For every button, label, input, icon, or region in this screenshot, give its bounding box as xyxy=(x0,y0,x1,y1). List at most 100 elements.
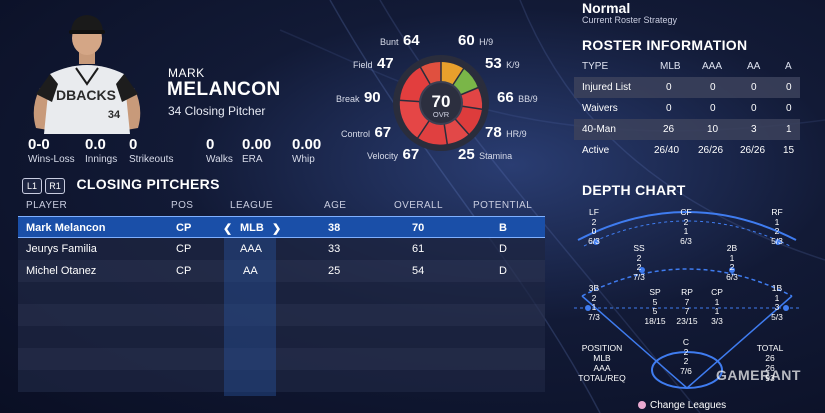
attr-label: HR/9 xyxy=(506,129,527,139)
depth-rp[interactable]: RP 7 7 23/15 xyxy=(672,287,702,326)
jersey-text: DBACKS xyxy=(56,87,116,103)
field-diagram xyxy=(574,211,800,389)
attr-value: 67 xyxy=(374,124,392,141)
table-row[interactable]: Michel Otanez CP AA 25 54 D xyxy=(18,260,545,282)
cell-age: 38 xyxy=(328,222,341,234)
depth-rf[interactable]: RF 1 2 5/3 xyxy=(762,207,792,246)
col-header-league: LEAGUE xyxy=(230,200,273,211)
controller-button-icon xyxy=(638,401,646,409)
depth-3b[interactable]: 3B 2 1 7/3 xyxy=(579,283,609,322)
stat-label: Innings xyxy=(85,154,118,165)
pos-total: 18/15 xyxy=(644,315,666,326)
pos-total: 7/6 xyxy=(680,365,692,376)
cell-aaa: 10 xyxy=(707,124,719,135)
roster-strategy-value: Normal xyxy=(582,0,631,16)
pos-aaa: 2 xyxy=(636,262,642,272)
table-row xyxy=(18,260,545,282)
cell-overall: 61 xyxy=(412,243,425,255)
legend-total-aaa: 26 xyxy=(765,363,775,373)
pos-aaa: 3 xyxy=(774,302,780,312)
cell-aaa: 26/26 xyxy=(698,145,724,156)
stat-walks: 0 Walks xyxy=(206,136,233,165)
pos-total: 6/3 xyxy=(588,235,600,246)
ratings-wheel: 70 OVR xyxy=(393,55,489,151)
attr-break: Break 90 xyxy=(336,89,381,107)
cell-a: 15 xyxy=(783,145,795,156)
stat-label: ERA xyxy=(242,154,263,165)
cell-mlb: 26/40 xyxy=(654,145,680,156)
cell-a: 0 xyxy=(786,103,792,114)
depth-lf[interactable]: LF 2 0 6/3 xyxy=(579,207,609,246)
stat-value: 0-0 xyxy=(28,136,50,153)
pos-total: 7/3 xyxy=(588,311,600,322)
depth-c[interactable]: C 2 2 7/6 xyxy=(671,337,701,376)
ovr-value: 70 xyxy=(432,92,451,111)
cell-pos: CP xyxy=(176,243,192,255)
stat-innings: 0.0 Innings xyxy=(85,136,117,165)
pos-label: CF xyxy=(680,207,692,217)
depth-legend-labels: POSITION MLB AAA TOTAL/REQ xyxy=(574,343,630,383)
attr-stamina: 25 Stamina xyxy=(458,146,512,164)
depth-ss[interactable]: SS 2 2 7/3 xyxy=(624,243,654,282)
pos-label: CP xyxy=(711,287,723,297)
depth-chart-field: LF 2 0 6/3 CF 2 1 6/3 RF 1 2 5/3 SS 2 2 … xyxy=(574,202,800,392)
pos-label: 1B xyxy=(771,283,783,293)
col-header-age: AGE xyxy=(324,200,347,211)
depth-cp[interactable]: CP 1 1 3/3 xyxy=(702,287,732,326)
attr-field: Field 47 xyxy=(353,55,394,73)
col-header-overall: OVERALL xyxy=(394,200,443,211)
attr-label: Control xyxy=(341,129,371,139)
depth-cf[interactable]: CF 2 1 6/3 xyxy=(671,207,701,246)
depth-1b[interactable]: 1B 1 3 5/3 xyxy=(762,283,792,322)
cell-mlb: 0 xyxy=(666,82,672,93)
stat-value: 0.00 xyxy=(242,136,272,153)
player-first-name: MARK xyxy=(168,66,205,80)
table-row xyxy=(18,282,545,304)
attr-label: Bunt xyxy=(380,37,399,47)
stat-value: 0 xyxy=(129,136,138,153)
pos-mlb: 1 xyxy=(714,296,720,307)
col-header-player: PLAYER xyxy=(26,200,68,211)
col-a: A xyxy=(785,61,792,72)
pos-total: 5/3 xyxy=(771,311,783,322)
cell-type: Injured List xyxy=(582,82,631,93)
table-row[interactable]: Jeurys Familia CP AAA 33 61 D xyxy=(18,238,545,260)
stat-value: 0.0 xyxy=(85,136,106,153)
league-prev-arrow[interactable]: ❮ xyxy=(223,223,233,235)
pos-aaa: 5 xyxy=(652,306,658,316)
col-header-potential: POTENTIAL xyxy=(473,200,533,211)
col-mlb: MLB xyxy=(660,61,681,72)
r1-button[interactable]: R1 xyxy=(45,178,65,194)
cell-a: 0 xyxy=(786,82,792,93)
pos-mlb: 2 xyxy=(591,292,597,303)
stat-strikeouts: 0 Strikeouts xyxy=(129,136,173,165)
cell-overall: 54 xyxy=(412,265,425,277)
cell-pos: CP xyxy=(176,222,192,234)
cell-type: Waivers xyxy=(582,103,618,114)
ovr-label: OVR xyxy=(433,110,450,119)
depth-sp[interactable]: SP 5 5 18/15 xyxy=(640,287,670,326)
league-next-arrow[interactable]: ❯ xyxy=(272,223,282,235)
pos-aaa: 2 xyxy=(774,226,780,236)
attr-value: 66 xyxy=(497,89,514,106)
table-row-selected[interactable]: Mark Melancon CP ❮ MLB ❯ 38 70 B xyxy=(18,216,545,238)
watermark-logo: GAMERANT xyxy=(716,367,801,383)
l1-button[interactable]: L1 xyxy=(22,178,42,194)
attr-value: 67 xyxy=(402,146,420,163)
attr-k9: 53 K/9 xyxy=(485,55,520,73)
roster-info-header: TYPE MLB AAA AA A xyxy=(574,56,800,77)
attr-bunt: Bunt 64 xyxy=(380,32,420,50)
attr-bb9: 66 BB/9 xyxy=(497,89,538,107)
pos-total: 6/3 xyxy=(680,235,692,246)
col-type: TYPE xyxy=(582,61,609,72)
stat-whip: 0.00 Whip xyxy=(292,136,321,165)
attr-value: 64 xyxy=(402,32,420,49)
table-row xyxy=(18,304,545,326)
cell-league: AA xyxy=(243,265,258,277)
depth-2b[interactable]: 2B 1 2 6/3 xyxy=(717,243,747,282)
pos-aaa: 7 xyxy=(684,306,690,316)
change-leagues-hint[interactable]: Change Leagues xyxy=(638,400,726,411)
table-row[interactable] xyxy=(18,238,545,260)
pos-aaa: 0 xyxy=(591,226,597,236)
attr-value: 90 xyxy=(363,89,381,106)
